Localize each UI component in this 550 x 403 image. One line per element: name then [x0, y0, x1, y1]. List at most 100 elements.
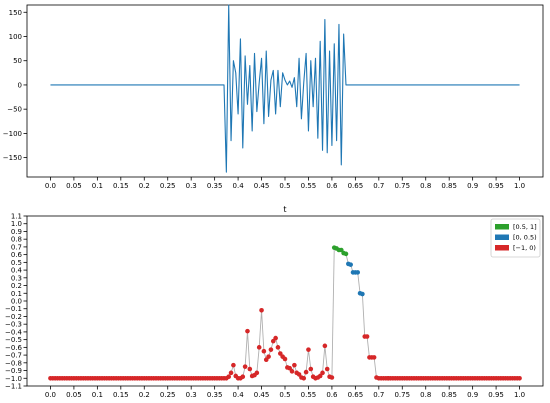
x-tick-label: 0.05	[66, 182, 82, 190]
x-tick-label: 1.0	[514, 182, 525, 190]
x-tick-label: 0.8	[420, 182, 431, 190]
x-tick-label: 0.0	[45, 391, 56, 399]
y-tick-label: −1.1	[5, 383, 22, 391]
x-tick-label: 0.2	[139, 391, 150, 399]
data-point	[308, 366, 314, 372]
x-tick-label: 0.55	[301, 391, 317, 399]
x-tick-label: 0.25	[160, 182, 176, 190]
series-line	[50, 4, 520, 173]
data-point	[228, 370, 234, 376]
y-tick-label: −150	[3, 154, 22, 162]
x-tick-label: 0.0	[45, 182, 56, 190]
legend-label: [0, 0.5)	[513, 234, 537, 242]
data-point	[261, 348, 267, 354]
x-tick-label: 1.0	[514, 391, 525, 399]
data-point	[348, 262, 353, 267]
x-tick-label: 0.35	[207, 182, 223, 190]
legend-label: [−1, 0)	[513, 244, 536, 252]
x-tick-label: 0.75	[394, 182, 410, 190]
data-point	[240, 374, 246, 380]
y-tick-label: 0.4	[11, 267, 23, 275]
x-tick-label: 0.5	[279, 391, 290, 399]
x-tick-label: 0.3	[186, 182, 197, 190]
y-tick-label: 0.9	[11, 228, 22, 236]
x-tick-label: 0.5	[279, 182, 290, 190]
x-tick-label: 0.15	[113, 182, 129, 190]
data-point	[247, 366, 253, 372]
y-tick-label: 100	[9, 33, 22, 41]
y-tick-label: 0.0	[11, 298, 22, 306]
data-point	[275, 345, 281, 350]
x-tick-label: 0.15	[113, 391, 129, 399]
data-point	[301, 375, 307, 381]
x-tick-label: 0.7	[373, 182, 384, 190]
y-tick-label: −0.1	[5, 305, 22, 313]
data-point	[268, 347, 274, 352]
x-tick-label: 0.7	[373, 391, 384, 399]
x-tick-label: 0.9	[467, 182, 478, 190]
data-point	[273, 335, 278, 341]
data-point	[254, 370, 260, 376]
y-tick-label: −0.6	[5, 344, 23, 352]
data-point	[245, 328, 250, 334]
x-tick-label: 0.35	[207, 391, 223, 399]
y-tick-label: 0.7	[11, 243, 22, 251]
y-tick-label: −0.2	[5, 313, 22, 321]
x-tick-label: 0.9	[467, 391, 478, 399]
x-tick-label: 0.95	[488, 182, 504, 190]
data-point	[256, 345, 262, 350]
data-point	[320, 370, 325, 376]
data-point	[364, 334, 370, 339]
axes-frame	[26, 4, 544, 178]
y-tick-label: −0.5	[5, 336, 22, 344]
x-tick-label: 0.45	[254, 182, 270, 190]
y-tick-label: 0.1	[11, 290, 22, 298]
x-tick-label: 0.05	[66, 391, 82, 399]
y-tick-label: 50	[13, 57, 22, 65]
x-tick-label: 0.75	[394, 391, 410, 399]
y-tick-label: −50	[7, 106, 22, 114]
y-tick-label: 150	[9, 9, 22, 17]
data-point	[303, 369, 309, 375]
data-point	[289, 369, 295, 374]
x-tick-label: 0.4	[233, 391, 245, 399]
y-tick-label: 0.5	[11, 259, 22, 267]
data-point	[329, 375, 335, 380]
x-tick-label: 0.6	[326, 391, 338, 399]
y-tick-label: −0.3	[5, 321, 22, 329]
data-point	[360, 291, 365, 297]
legend-label: [0.5, 1]	[513, 223, 537, 231]
y-tick-label: −0.7	[5, 352, 22, 360]
x-tick-label: 0.65	[348, 391, 364, 399]
x-tick-label: 0.25	[160, 391, 176, 399]
data-point	[306, 347, 311, 352]
legend-swatch	[495, 245, 509, 251]
data-point	[371, 355, 377, 360]
bottom-axes: 0.0 0.05 0.1 0.15 0.2 0.25 0.3 0.35 0.4 0.45 0.5 0.…	[5, 205, 544, 399]
data-point	[322, 343, 328, 349]
y-tick-label: −0.9	[5, 367, 22, 375]
x-tick-label: 0.55	[301, 182, 317, 190]
data-point	[282, 356, 288, 362]
y-tick-label: −100	[3, 130, 22, 138]
legend-swatch	[495, 224, 509, 230]
y-tick-label: −0.8	[5, 359, 22, 367]
y-tick-label: 0.3	[11, 274, 22, 282]
y-tick-label: 0.6	[11, 251, 23, 259]
x-tick-label: 0.65	[348, 182, 364, 190]
data-point	[355, 270, 361, 275]
x-tick-label: 0.6	[326, 182, 338, 190]
data-point	[259, 307, 264, 313]
y-tick-label: 1.0	[11, 220, 22, 228]
x-tick-label: 0.8	[420, 391, 431, 399]
data-point	[324, 366, 330, 372]
y-tick-label: 0	[18, 81, 22, 89]
y-tick-label: 0.8	[11, 236, 22, 244]
legend-swatch	[495, 234, 509, 240]
x-tick-label: 0.1	[92, 391, 103, 399]
data-point	[292, 362, 297, 368]
y-tick-label: 0.2	[11, 282, 22, 290]
x-tick-label: 0.1	[92, 182, 103, 190]
data-point	[343, 251, 349, 257]
